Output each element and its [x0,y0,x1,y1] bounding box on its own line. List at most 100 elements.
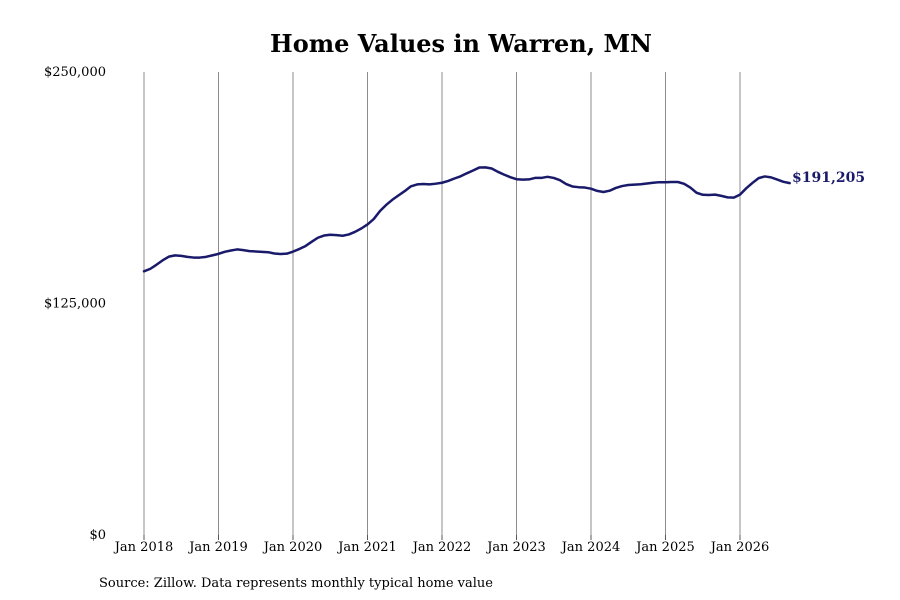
data-point-2022-11 [503,173,505,176]
y-tick-label: $250,000 [44,65,106,80]
x-tick-label: Jan 2025 [634,540,695,555]
x-tick-label: Jan 2018 [113,540,174,555]
data-point-2024-10 [645,182,648,185]
data-point-2026-01 [739,193,741,196]
data-point-2024-09 [639,183,642,186]
data-point-2026-04 [757,177,760,180]
data-point-2024-08 [633,183,636,186]
data-point-2023-06 [546,175,549,178]
data-point-2020-04 [310,240,313,243]
data-point-2018-12 [211,254,214,257]
data-point-2018-09 [192,256,195,259]
data-point-2025-02 [670,181,673,183]
y-tick-label: $125,000 [44,297,106,312]
data-point-2023-09 [565,183,568,185]
data-point-2026-09 [788,182,791,185]
data-point-2020-12 [360,227,363,230]
data-point-2021-08 [410,185,412,188]
data-point-2019-04 [236,248,239,251]
data-point-2021-12 [434,182,437,185]
data-point-2019-06 [248,250,251,252]
chart-title: Home Values in Warren, MN [270,29,652,58]
data-point-2023-07 [552,177,555,179]
data-point-2018-08 [186,255,189,258]
data-point-2020-07 [329,233,332,236]
data-point-2023-12 [583,186,586,189]
data-point-2021-02 [372,218,375,220]
data-point-2025-03 [677,181,679,183]
x-tick-label: Jan 2021 [336,540,397,555]
data-point-2025-10 [720,195,723,197]
source-note: Source: Zillow. Data represents monthly … [99,576,493,591]
data-point-2025-09 [714,193,717,196]
data-point-2019-12 [285,252,288,255]
data-point-2019-10 [273,252,276,255]
data-point-2018-01 [143,270,145,273]
data-point-2018-04 [161,259,164,262]
data-point-2023-04 [534,177,537,179]
data-point-2019-05 [242,249,245,252]
series-line [142,166,791,273]
data-point-2026-06 [770,176,772,179]
data-point-2026-02 [745,187,748,190]
data-point-2023-01 [515,178,518,181]
data-point-2023-11 [577,186,580,189]
data-point-2021-10 [422,183,425,185]
data-point-2020-11 [354,230,356,233]
data-point-2024-04 [608,189,611,192]
data-point-2021-04 [385,204,388,206]
data-point-2020-03 [304,245,307,247]
data-point-2020-02 [298,248,301,250]
data-point-2025-11 [726,196,729,199]
data-point-2025-12 [732,196,735,199]
data-point-2019-08 [261,250,263,253]
data-point-2018-02 [149,267,152,270]
data-point-2021-01 [366,223,369,226]
data-point-2026-07 [776,178,779,181]
series-layer [142,166,791,273]
data-point-2020-01 [292,250,294,253]
data-point-2022-05 [465,172,468,175]
data-point-2025-04 [683,182,686,185]
data-point-2024-12 [658,181,661,184]
data-point-2024-01 [590,187,592,190]
x-tick-label: Jan 2019 [187,540,248,555]
data-point-2026-05 [763,175,766,178]
data-point-2025-05 [689,186,692,189]
data-point-2018-10 [198,256,201,259]
data-point-2021-07 [403,190,406,192]
data-point-2025-07 [701,193,704,196]
x-tick-label: Jan 2024 [560,540,621,555]
data-point-2024-06 [621,185,623,187]
x-tick-label: Jan 2020 [262,540,323,555]
data-point-2020-05 [316,236,319,239]
data-point-2019-02 [223,250,226,253]
x-tick-label: Jan 2026 [709,540,770,555]
data-point-2018-05 [167,255,170,258]
data-point-2021-11 [428,183,431,186]
end-value-label: $191,205 [792,170,865,186]
data-point-2020-06 [323,234,325,237]
data-point-2022-09 [490,167,493,170]
series-points [143,166,791,273]
data-point-2023-08 [559,179,561,182]
data-point-2026-08 [782,180,785,183]
y-tick-label: $0 [89,528,106,543]
data-point-2023-10 [571,185,574,188]
data-point-2023-05 [540,177,543,179]
data-point-2024-11 [652,181,654,184]
data-point-2022-02 [447,180,450,182]
data-point-2019-09 [267,251,270,254]
x-axis-labels: Jan 2018 Jan 2019 Jan 2020 Jan 2021 Jan 2022… [113,540,770,555]
gridlines [143,72,741,540]
data-point-2022-08 [484,166,487,169]
data-point-2021-05 [391,198,394,201]
data-point-2024-05 [614,187,617,189]
data-point-2024-03 [602,191,605,193]
data-point-2022-03 [453,177,456,180]
data-point-2019-03 [230,249,232,252]
x-tick-label: Jan 2022 [411,540,472,555]
data-point-2025-06 [695,191,698,194]
data-point-2023-03 [528,178,530,181]
